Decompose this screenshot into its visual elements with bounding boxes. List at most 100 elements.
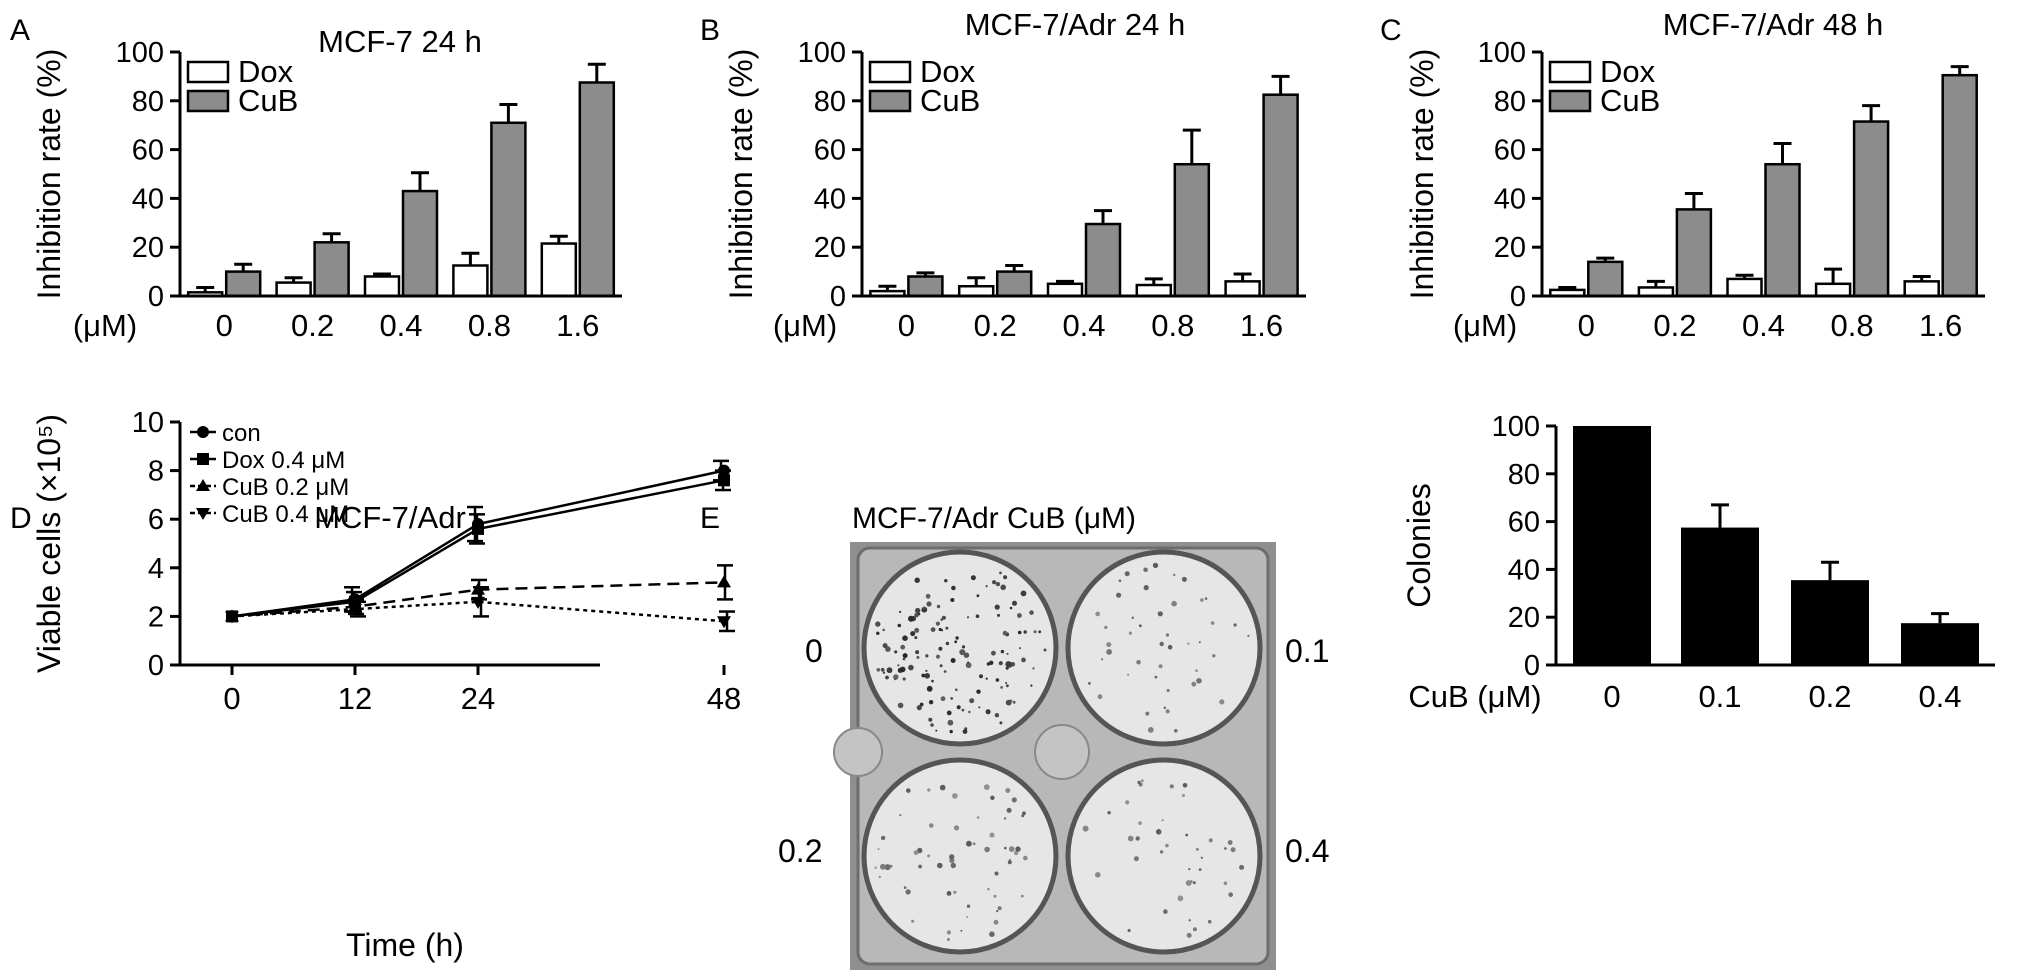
colony-dot: [1165, 709, 1170, 714]
colony-dot: [1224, 847, 1227, 850]
colony-dot: [885, 646, 891, 652]
colony-dot: [994, 713, 1000, 718]
colony-dot: [926, 601, 932, 607]
colony-dot: [1182, 794, 1185, 797]
colony-dot: [886, 667, 893, 674]
chart-a-y-tick-label-100: 100: [116, 37, 164, 69]
colony-dot: [961, 645, 966, 649]
chart-b-y-tick-label-80: 80: [814, 86, 846, 118]
chart-d-series-dox-0-4-m-point-24: [472, 522, 484, 535]
colony-dot: [1163, 909, 1168, 914]
colony-dot: [1143, 585, 1149, 591]
colony-dot: [1192, 881, 1196, 885]
colony-dot: [1002, 630, 1008, 636]
colony-dot: [897, 702, 904, 709]
chart-e-bar-0-4: [1901, 623, 1979, 665]
chart-b: 0 20 40 60 80 100 Inhibition rate (%) 0 0.2 0.4 0.…: [723, 7, 1306, 343]
chart-c-y-axis-label: Inhibition rate (%): [1404, 49, 1440, 300]
colony-dot: [1127, 673, 1130, 676]
colony-dot: [1004, 846, 1007, 850]
chart-d-y-tick-label-4: 4: [148, 553, 164, 585]
colony-dot: [1157, 611, 1163, 617]
colony-dot: [1172, 573, 1176, 577]
colony-dot: [950, 697, 953, 700]
colony-dot: [1152, 562, 1159, 569]
colony-dot: [902, 657, 906, 661]
chart-a-x-tick-label-0-2: 0.2: [291, 308, 334, 343]
colony-dot: [1082, 825, 1089, 832]
well-label-0-4: 0.4: [1285, 833, 1329, 869]
colony-dot: [882, 671, 886, 674]
chart-e-y-tick-label-80: 80: [1508, 459, 1540, 491]
colony-dot: [1127, 835, 1134, 842]
colony-dot: [921, 673, 926, 678]
chart-b-y-tick-label-60: 60: [814, 135, 846, 167]
chart-d-series-cub-0-4-m-point-48: [717, 616, 731, 629]
colony-dot: [914, 627, 920, 633]
colony-dot: [1005, 788, 1011, 793]
colony-dot: [955, 688, 958, 691]
colony-dot: [1005, 699, 1012, 706]
colony-dot: [995, 678, 1000, 682]
colony-dot: [990, 795, 995, 800]
colony-dot: [1009, 858, 1011, 861]
colony-dot: [1210, 621, 1215, 625]
chart-c-y-tick-label-80: 80: [1494, 86, 1526, 118]
colony-dot: [1239, 864, 1245, 870]
chart-c-x-tick-label-0: 0: [1578, 308, 1595, 343]
chart-b-bar-dox-1-6: [1224, 280, 1261, 298]
chart-b-y-tick-label-100: 100: [798, 37, 846, 69]
colony-dot: [959, 649, 966, 656]
chart-c-x-tick-label-0-4: 0.4: [1742, 308, 1785, 343]
colony-dot: [976, 689, 981, 694]
colony-dot: [955, 636, 959, 640]
chart-b-bar-cub-0-4: [1084, 222, 1122, 298]
colony-dot: [1000, 584, 1006, 591]
colony-dot: [914, 612, 919, 618]
chart-d-y-axis-label: Viable cells (×10⁵): [31, 414, 67, 673]
colony-dot: [1131, 616, 1135, 620]
chart-e-y-tick-label-100: 100: [1492, 411, 1540, 443]
colony-dot: [949, 854, 955, 860]
colony-dot: [1023, 630, 1027, 634]
colony-dot: [1227, 840, 1233, 845]
colony-dot: [997, 906, 1002, 911]
colony-dot: [1107, 811, 1111, 815]
chart-e-y-tick-label-60: 60: [1508, 507, 1540, 539]
colony-dot: [875, 621, 881, 627]
colony-dot: [994, 871, 999, 876]
colony-dot: [882, 643, 888, 649]
chart-a-x-tick-label-0-8: 0.8: [468, 308, 511, 343]
colony-dot: [937, 862, 943, 869]
colony-dot: [995, 581, 1001, 587]
chart-b-y-tick-label-0: 0: [830, 281, 846, 313]
colony-dot: [908, 615, 914, 622]
chart-a-title: MCF-7 24 h: [318, 24, 482, 59]
colony-dot: [939, 664, 943, 668]
chart-b-title: MCF-7/Adr 24 h: [965, 7, 1186, 42]
colony-dot: [880, 863, 886, 870]
chart-c-legend-label-cub: CuB: [1600, 83, 1660, 118]
chart-b-y-tick-label-40: 40: [814, 183, 846, 215]
colony-dot: [970, 575, 976, 581]
colony-dot: [1163, 706, 1167, 709]
colony-dot: [945, 641, 950, 646]
colony-dot: [916, 655, 920, 659]
chart-c-legend-label-dox: Dox: [1600, 54, 1656, 89]
chart-c-bar-cub-0-4: [1764, 162, 1801, 298]
chart-d-y-tick-label-2: 2: [148, 601, 164, 633]
chart-e-x-tick-label-0-2: 0.2: [1808, 679, 1851, 714]
colony-dot: [1137, 780, 1141, 785]
colony-dot: [1166, 689, 1170, 692]
colony-dot: [1230, 847, 1236, 853]
chart-d-series-cub-0-4-m-legend-label: CuB 0.4 μM: [222, 501, 349, 528]
colony-dot: [935, 729, 938, 732]
colony-dots: [874, 562, 1250, 941]
chart-c-y-tick-label-60: 60: [1494, 135, 1526, 167]
colony-dot: [961, 708, 965, 712]
colony-dot: [1223, 881, 1228, 885]
well-0-1: [1065, 549, 1263, 747]
colony-dot: [897, 667, 903, 673]
colony-dot: [906, 788, 911, 793]
